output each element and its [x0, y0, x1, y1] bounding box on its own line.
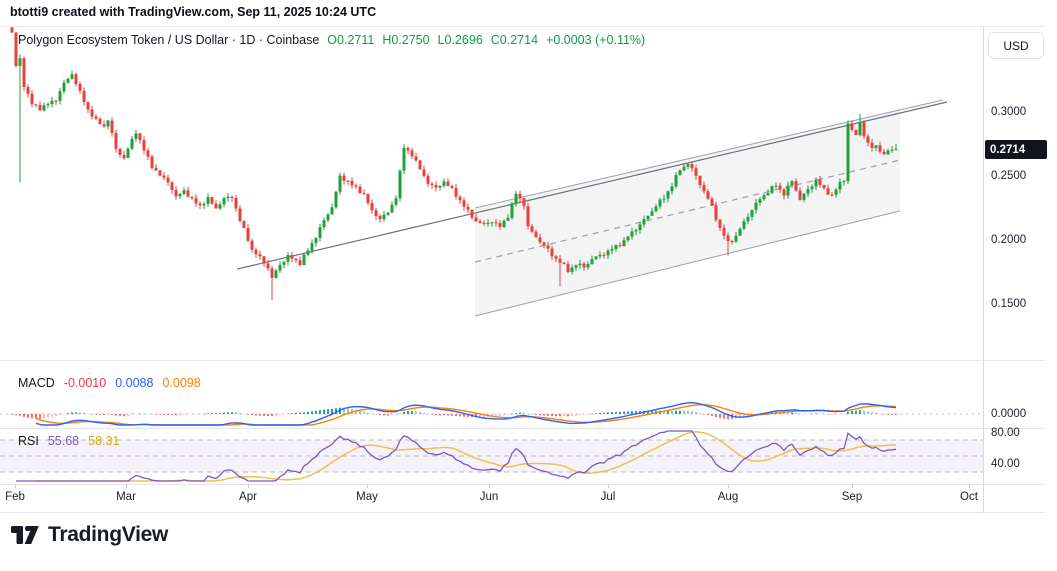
price-axis[interactable]: USD 0.3000 0.2500 0.2000 0.1500 0.2714 0.00… [984, 27, 1047, 513]
month-label: Jul [600, 491, 616, 503]
macd-value: 0.0088 [115, 376, 154, 390]
time-axis[interactable]: Feb Mar Apr May Jun Jul Aug Sep Oct [0, 484, 983, 513]
legend-close: C0.2714 [490, 33, 539, 47]
month-label: Apr [239, 491, 257, 503]
rsi-lower-tick: 40.00 [991, 458, 1020, 470]
macd-pane[interactable] [0, 360, 983, 428]
symbol-legend: Polygon Ecosystem Token / US Dollar · 1D… [18, 33, 645, 47]
chart-widget: Polygon Ecosystem Token / US Dollar · 1D… [0, 26, 1047, 513]
month-label: Aug [717, 491, 739, 503]
pane-separator [0, 484, 1045, 485]
rsi-pane[interactable] [0, 428, 983, 484]
currency-toggle-button[interactable]: USD [988, 32, 1044, 59]
month-label: Feb [5, 491, 25, 503]
tradingview-wordmark[interactable]: TradingView [48, 523, 169, 546]
month-tick-mark [126, 484, 127, 488]
rsi-value: 55.68 [47, 434, 80, 448]
month-label: Oct [960, 491, 978, 503]
month-tick-mark [367, 484, 368, 488]
pane-separator[interactable] [0, 360, 1045, 361]
rsi-upper-tick: 80.00 [991, 427, 1020, 439]
month-tick-mark [489, 484, 490, 488]
legend-open: O0.2711 [327, 33, 375, 47]
month-label: Jun [479, 491, 499, 503]
pane-separator[interactable] [0, 428, 1045, 429]
symbol-title[interactable]: Polygon Ecosystem Token / US Dollar · 1D… [18, 33, 320, 47]
legend-low: L0.2696 [437, 33, 483, 47]
month-tick-mark [15, 484, 16, 488]
macd-zero-tick: 0.0000 [991, 408, 1027, 420]
attribution-text: btotti9 created with TradingView.com, Se… [10, 5, 377, 19]
rsi-ma-value: 58.31 [88, 434, 120, 448]
legend-change: +0.0003 (+0.11%) [546, 33, 646, 47]
price-axis-border [983, 27, 984, 513]
price-tick-label: 0.2000 [991, 234, 1027, 246]
rsi-label[interactable]: RSI [18, 434, 39, 448]
tradingview-footer: TradingView [10, 523, 168, 547]
month-tick-mark [608, 484, 609, 488]
macd-signal-value: 0.0098 [162, 376, 201, 390]
last-price-badge: 0.2714 [985, 140, 1047, 159]
month-tick-mark [728, 484, 729, 488]
month-label: Sep [841, 491, 863, 503]
macd-histogram-value: -0.0010 [63, 376, 107, 390]
price-tick-label: 0.1500 [991, 298, 1027, 310]
month-label: May [356, 491, 378, 503]
month-tick-mark [852, 484, 853, 488]
macd-label[interactable]: MACD [18, 376, 55, 390]
price-tick-label: 0.2500 [991, 170, 1027, 182]
month-tick-mark [969, 484, 970, 488]
rsi-legend: RSI 55.68 58.31 [18, 434, 119, 448]
month-tick-mark [248, 484, 249, 488]
chart-bottom-border [0, 512, 1045, 513]
tradingview-logo-icon[interactable] [10, 523, 40, 547]
macd-legend: MACD -0.0010 0.0088 0.0098 [18, 376, 201, 390]
legend-high: H0.2750 [382, 33, 430, 47]
price-pane[interactable] [0, 27, 983, 360]
price-tick-label: 0.3000 [991, 106, 1027, 118]
month-label: Mar [116, 491, 136, 503]
